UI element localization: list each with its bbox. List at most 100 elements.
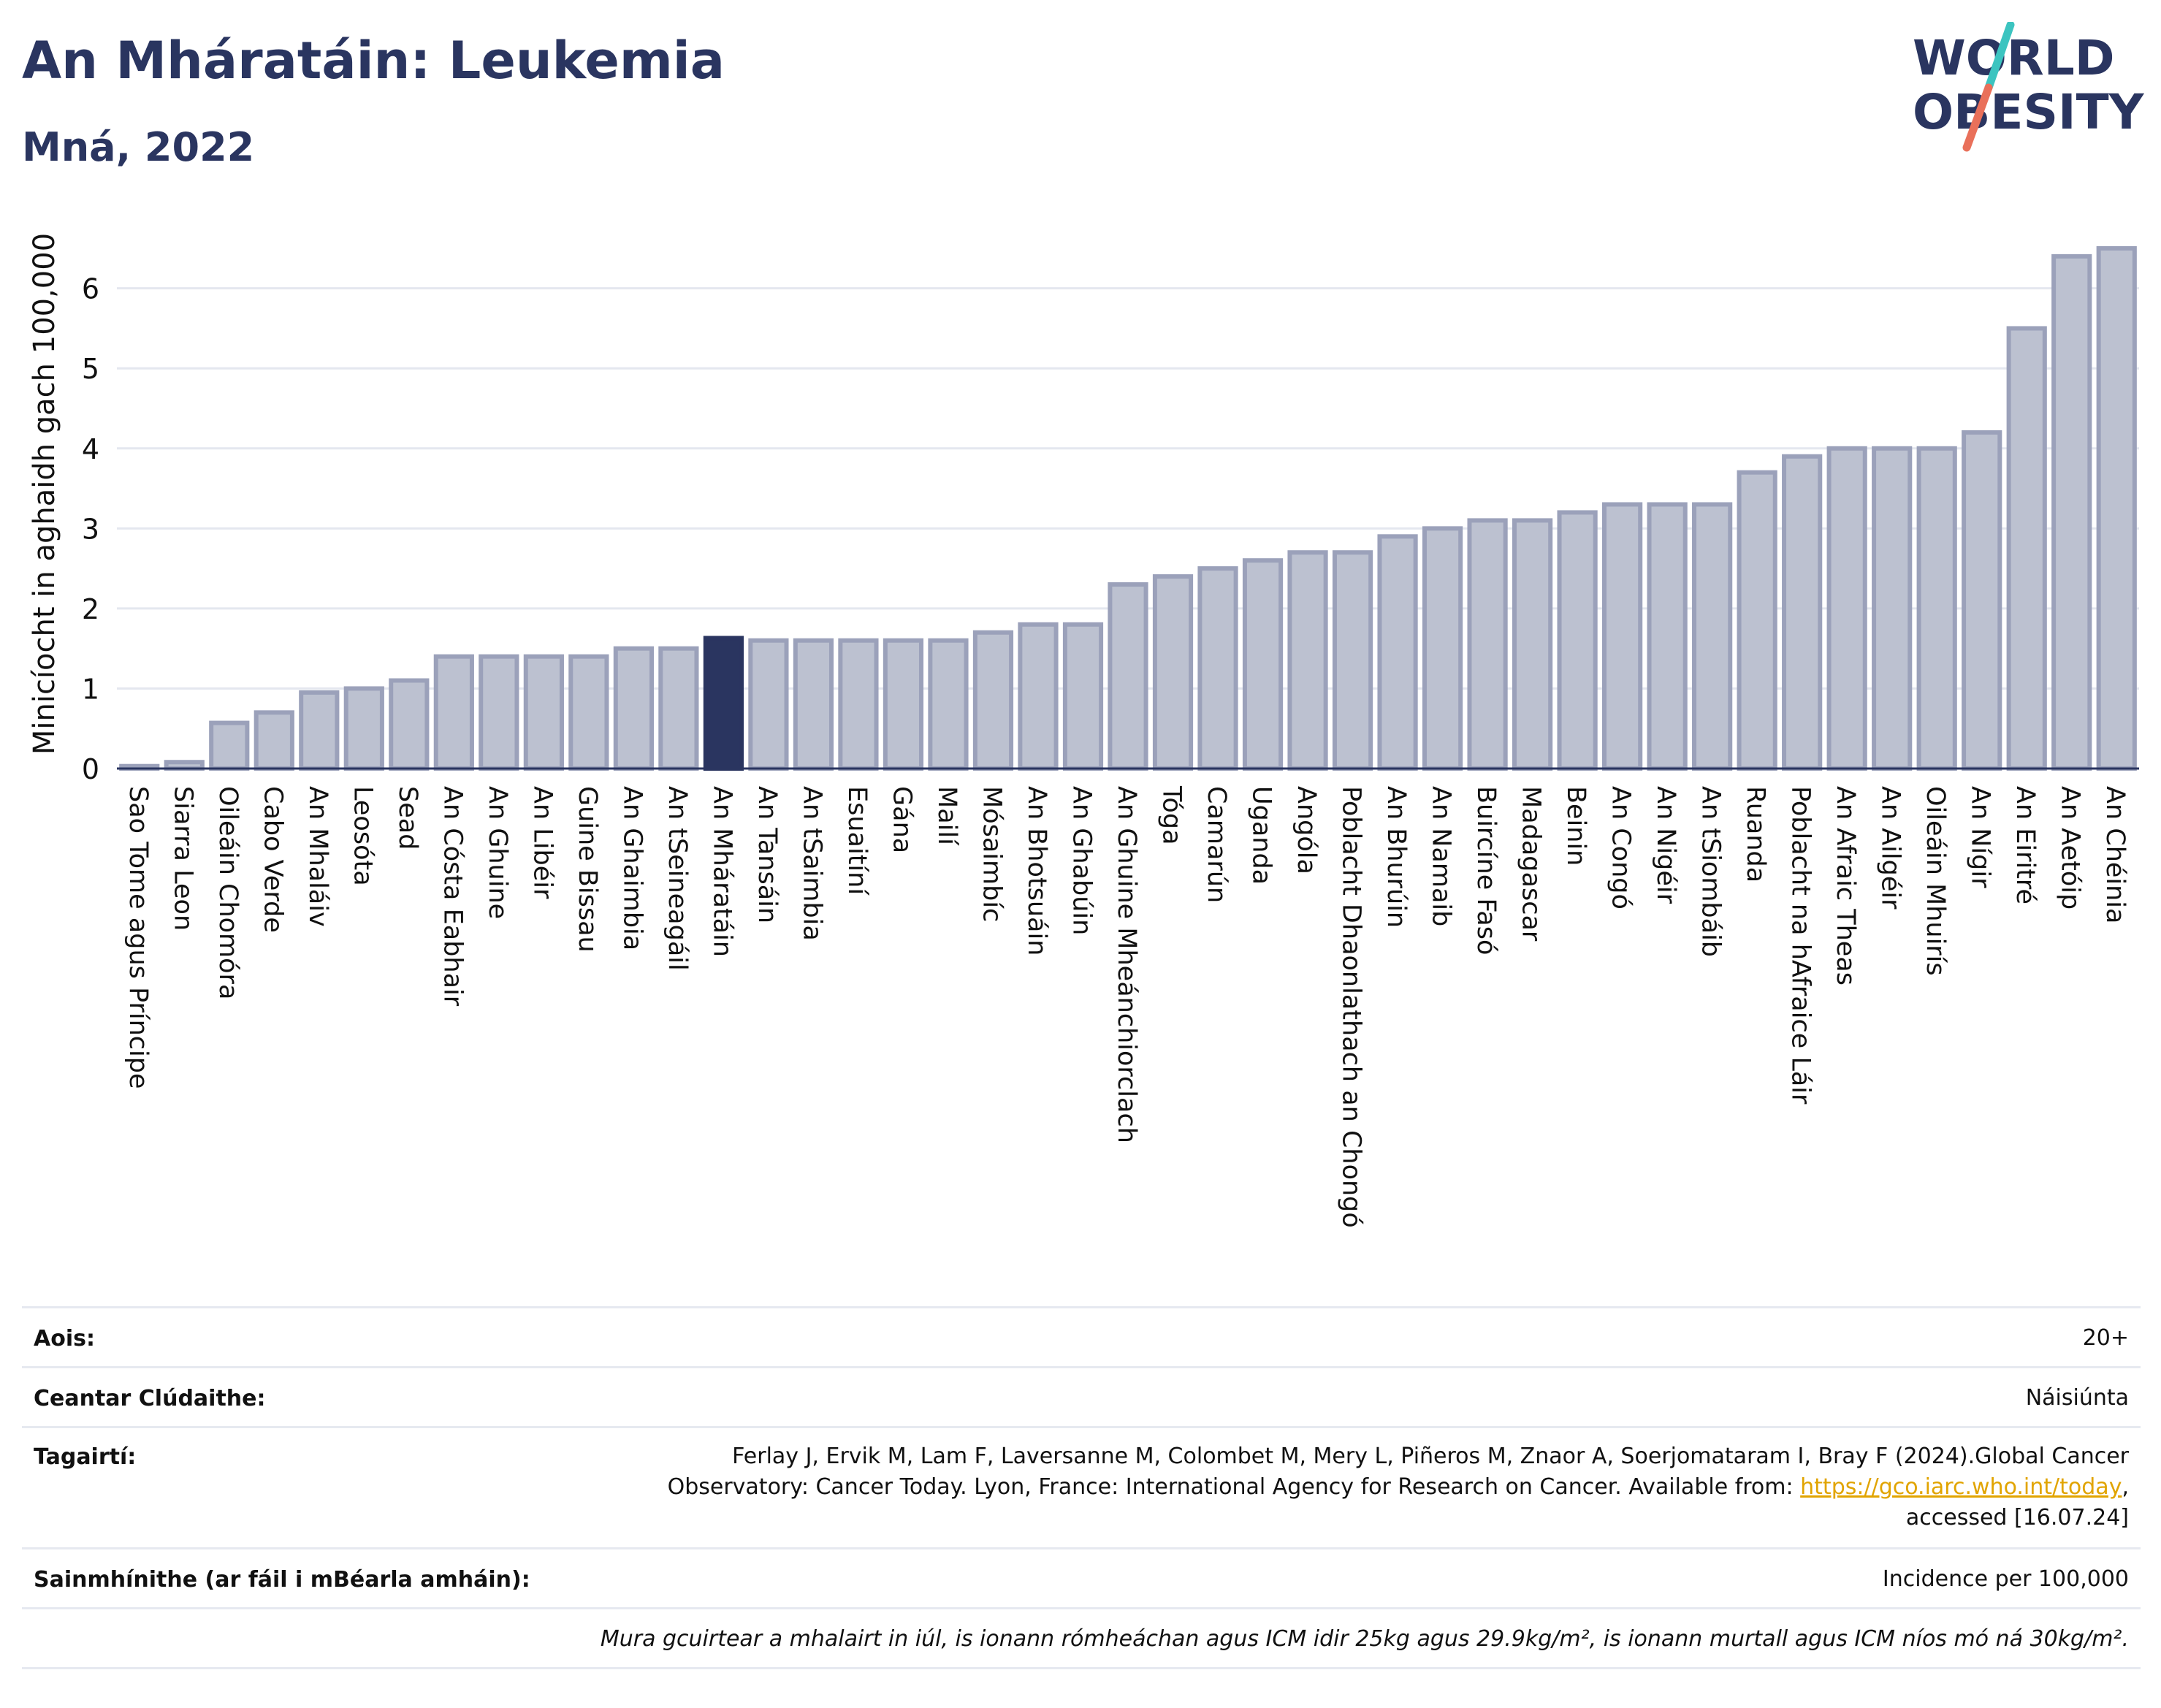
logo-slash-bottom	[1962, 83, 1993, 152]
x-tick-label: An Libéir	[527, 786, 557, 899]
x-tick-label: An Ailgéir	[1876, 786, 1905, 910]
meta-label-age: Aois:	[22, 1306, 644, 1368]
chart-subtitle: Mná, 2022	[22, 124, 255, 170]
bar-41	[1962, 430, 2002, 771]
bar-32	[1557, 510, 1598, 771]
bar-13	[703, 636, 744, 771]
y-axis-ticks: 0 1 2 3 4 5 6	[82, 273, 99, 785]
bar-6	[389, 678, 430, 771]
bar-31	[1512, 518, 1553, 771]
bar-36	[1737, 470, 1777, 771]
x-tick-label: Siarra Leon	[168, 786, 197, 931]
bar-29	[1422, 526, 1463, 771]
meta-value-definitions: Incidence per 100,000	[644, 1547, 2141, 1609]
logo-text-world: WORLD	[1913, 30, 2115, 86]
meta-row-definitions: Sainmhínithe (ar fáil i mBéarla amháin):…	[22, 1547, 2141, 1609]
x-tick-label: Leosóta	[348, 786, 377, 886]
x-tick-label: An Ghuine Mheánchiorclach	[1112, 786, 1141, 1143]
x-tick-label: An tSeineagáil	[663, 786, 692, 971]
y-tick-label: 2	[82, 593, 99, 625]
x-axis-labels: Sao Tome agus Príncipe Siarra Leon Oileáin…	[123, 785, 2130, 1228]
x-tick-label: An Bhotsuáin	[1022, 786, 1051, 956]
x-tick-label: An Namaib	[1427, 786, 1456, 926]
bars	[119, 245, 2137, 771]
bar-40	[1916, 446, 1957, 771]
bar-33	[1602, 502, 1643, 771]
bar-3	[254, 710, 294, 771]
x-tick-label: Sead	[393, 786, 422, 850]
bar-24	[1197, 566, 1238, 771]
reference-line-3: accessed [16.07.24]	[1905, 1505, 2129, 1530]
logo-slash-top	[1984, 22, 2015, 92]
bar-20	[1018, 622, 1059, 771]
meta-label-coverage: Ceantar Clúdaithe:	[22, 1366, 644, 1427]
x-tick-label: An Bhurúin	[1381, 786, 1411, 928]
world-obesity-logo: WORLD OBESITY	[1913, 22, 2145, 152]
x-tick-label: An Ghuine	[483, 786, 512, 919]
y-tick-label: 0	[82, 753, 99, 785]
bar-26	[1287, 550, 1328, 771]
x-tick-label: Guine Bissau	[573, 786, 602, 953]
x-tick-label: Uganda	[1247, 786, 1276, 885]
bar-19	[972, 630, 1014, 771]
meta-value-age: 20+	[644, 1306, 2141, 1368]
bar-9	[523, 654, 564, 771]
reference-line-2: Observatory: Cancer Today. Lyon, France:…	[667, 1474, 1801, 1500]
x-tick-label: An Mháratáin	[707, 786, 736, 957]
y-tick-label: 1	[82, 673, 99, 705]
bar-23	[1152, 574, 1194, 771]
bar-18	[928, 638, 969, 771]
y-tick-label: 4	[82, 433, 99, 465]
bar-7	[433, 654, 474, 771]
bar-16	[838, 638, 879, 771]
bar-2	[209, 720, 250, 771]
bar-14	[748, 638, 789, 771]
meta-label-references: Tagairtí:	[22, 1426, 644, 1549]
reference-link[interactable]: https://gco.iarc.who.int/today	[1800, 1474, 2122, 1500]
x-tick-label: An Cósta Eabhair	[438, 786, 467, 1007]
meta-row-note: Mura gcuirtear a mhalairt in iúl, is ion…	[22, 1607, 2141, 1669]
bar-22	[1108, 582, 1148, 771]
bar-39	[1872, 446, 1913, 771]
reference-line-1: Ferlay J, Ervik M, Lam F, Laversanne M, …	[732, 1444, 2129, 1469]
x-tick-label: An Afraic Theas	[1831, 786, 1860, 985]
x-tick-label: Poblacht Dhaonlathach an Chongó	[1337, 786, 1366, 1228]
bar-27	[1332, 550, 1373, 771]
x-tick-label: Buircíne Fasó	[1471, 786, 1501, 955]
bar-5	[343, 686, 384, 771]
bar-38	[1826, 446, 1867, 771]
bar-chart: 0 1 2 3 4 5 6 Sao Tome agus Príncipe Siarra Leo…	[28, 233, 2139, 1228]
x-tick-label: Madagascar	[1517, 786, 1546, 942]
meta-value-coverage: Náisiúnta	[644, 1366, 2141, 1427]
bar-28	[1377, 534, 1418, 771]
y-tick-label: 6	[82, 273, 99, 305]
x-tick-label: Oileáin Mhuirís	[1921, 786, 1950, 976]
bar-25	[1242, 558, 1284, 771]
x-tick-label: Cabo Verde	[258, 786, 287, 933]
bar-34	[1647, 502, 1688, 771]
x-tick-label: Esuaitíní	[842, 786, 872, 896]
meta-row-age: Aois: 20+	[22, 1306, 2141, 1368]
x-tick-label: Sao Tome agus Príncipe	[123, 786, 153, 1089]
bar-12	[658, 646, 699, 771]
x-tick-label: Oileáin Chomóra	[213, 786, 243, 999]
y-tick-label: 5	[82, 353, 99, 385]
y-axis-label: Minicíocht in aghaidh gach 100,000	[28, 233, 61, 755]
logo-text-obesity: OBESITY	[1913, 84, 2145, 140]
reference-line-2-end: ,	[2122, 1474, 2129, 1500]
meta-row-coverage: Ceantar Clúdaithe: Náisiúnta	[22, 1366, 2141, 1427]
bar-43	[2051, 253, 2092, 771]
x-tick-label: An Tansáin	[752, 786, 782, 923]
x-tick-label: An Ghaimbia	[617, 786, 647, 950]
metadata-table: Aois: 20+ Ceantar Clúdaithe: Náisiúnta T…	[22, 1306, 2141, 1669]
bar-17	[883, 638, 924, 771]
chart-title: An Mháratáin: Leukemia	[22, 31, 725, 91]
x-tick-label: Beinin	[1561, 786, 1590, 866]
x-tick-label: Angóla	[1292, 786, 1321, 874]
bar-42	[2006, 326, 2047, 771]
y-tick-label: 3	[82, 513, 99, 545]
x-tick-label: An tSaimbia	[797, 786, 826, 941]
meta-row-references: Tagairtí: Ferlay J, Ervik M, Lam F, Lave…	[22, 1426, 2141, 1549]
bar-8	[479, 654, 519, 771]
x-tick-label: An Eiritré	[2011, 786, 2040, 904]
